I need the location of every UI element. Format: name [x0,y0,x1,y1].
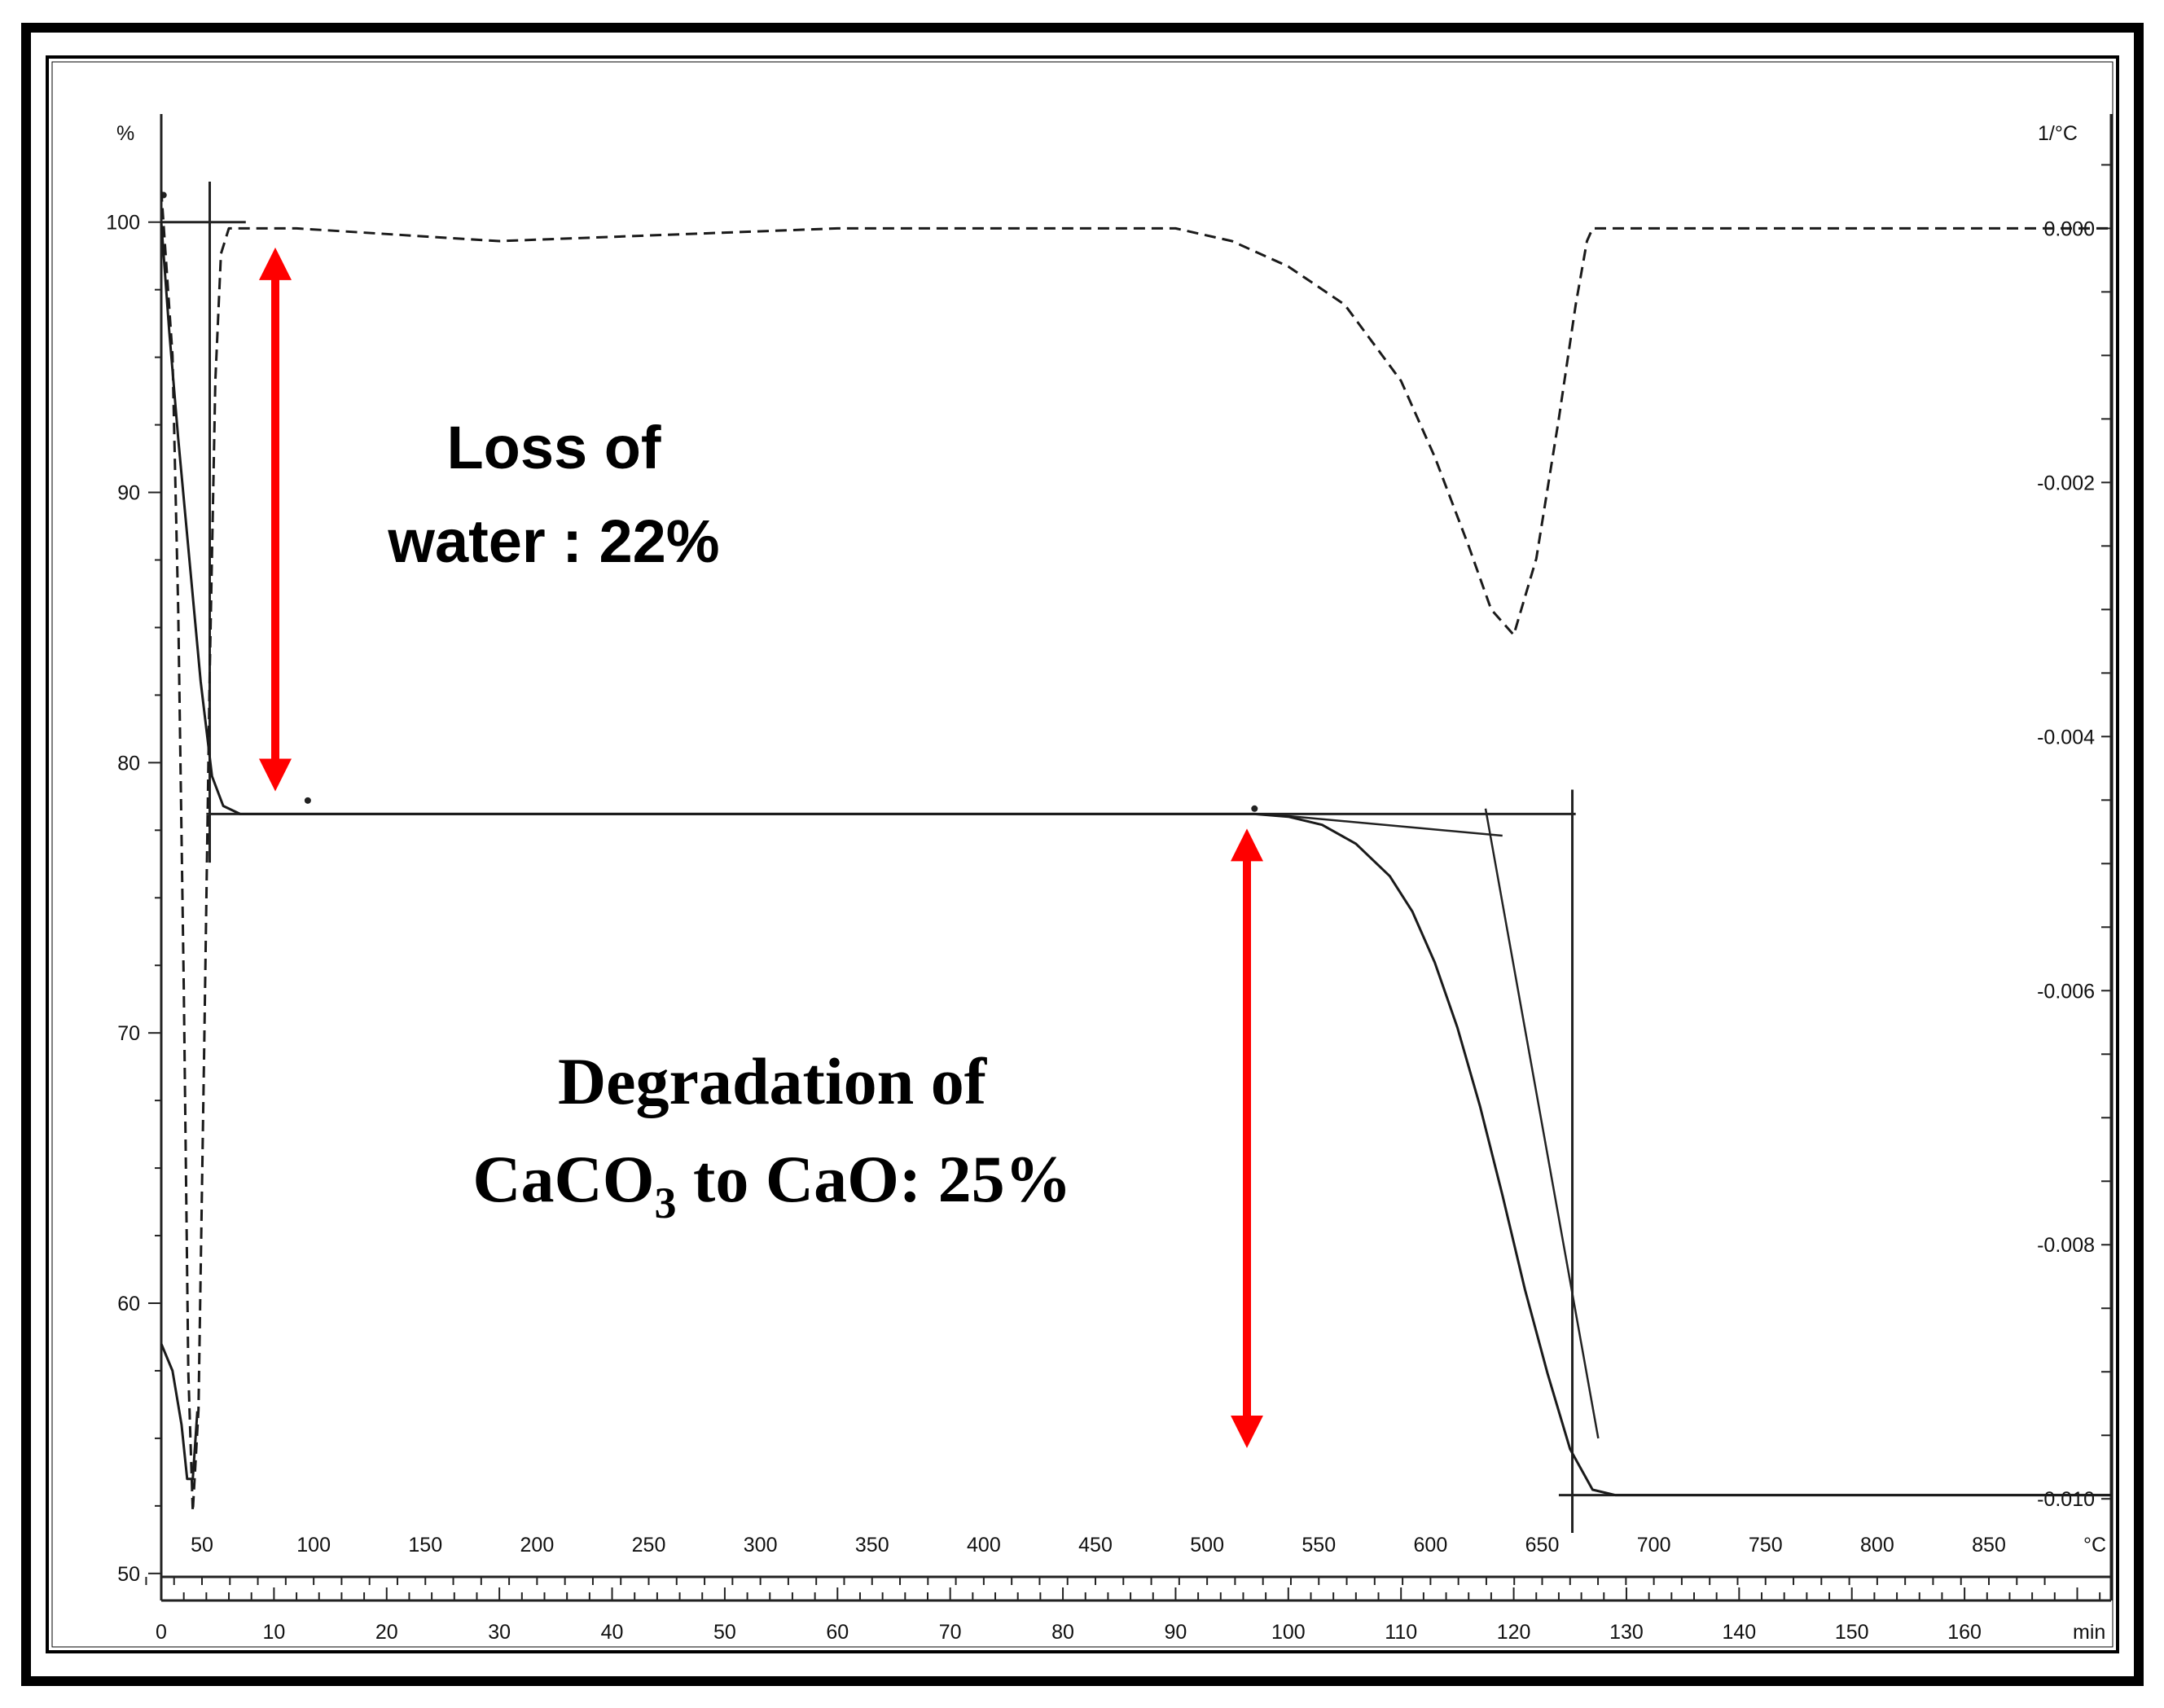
series-dtg-1-c- [160,190,2111,1513]
time-tick-label: 140 [1722,1621,1756,1644]
y-right-tick-label: -0.006 [2037,980,2095,1003]
marker-dot [304,797,311,804]
time-tick-label: 100 [1271,1621,1306,1644]
y-left-tick-label: 60 [117,1293,140,1315]
caco3-prefix: CaCO [472,1142,654,1216]
plateau-tangent [1266,813,1503,837]
water-annotation-line1: Loss of [446,414,661,481]
temp-tick-label: 700 [1637,1534,1671,1557]
inner-frame [46,55,2119,1653]
temp-tick-label: 450 [1078,1534,1113,1557]
series-layer [160,190,2111,1513]
ticks-layer: 0 10 20 30 40 50 60 70 80 90 100 110 120 130 140 150 160… [106,164,2111,1644]
time-tick-label: 10 [262,1621,285,1644]
y-right-tick-label: -0.010 [2037,1488,2095,1511]
time-tick-label: 90 [1165,1621,1187,1644]
time-tick-label: 60 [826,1621,849,1644]
temp-tick-label: 300 [744,1534,778,1557]
time-tick-label: 150 [1835,1621,1869,1644]
x-temp-unit: °C [2083,1534,2106,1557]
inner-frame-2 [51,61,2114,1648]
temp-tick-label: 50 [191,1534,213,1557]
time-tick-label: 160 [1947,1621,1982,1644]
temp-tick-label: 100 [296,1534,331,1557]
temp-tick-label: 800 [1860,1534,1894,1557]
time-tick-label: 130 [1609,1621,1644,1644]
temp-tick-label: 550 [1301,1534,1336,1557]
temp-tick-label: 750 [1749,1534,1783,1557]
y-left-tick-label: 80 [117,752,140,775]
temp-tick-label: 600 [1414,1534,1448,1557]
temp-tick-label: 400 [967,1534,1001,1557]
series-derivative-trace-left-low- [160,1343,199,1481]
temp-tick-label: 650 [1525,1534,1560,1557]
y-left-tick-label: 90 [117,482,140,505]
marker-dot [1251,805,1258,812]
temp-tick-label: 850 [1972,1534,2006,1557]
y-right-tick-label: -0.004 [2037,726,2095,749]
annotation-layer: Loss of water : 22% Degradation of CaCO3… [259,247,1263,1448]
y-left-unit: % [116,122,134,145]
temp-tick-label: 250 [632,1534,666,1557]
time-tick-label: 40 [601,1621,624,1644]
inflection-tangent [1484,808,1600,1439]
caco3-suffix: to CaO: 25% [677,1142,1072,1216]
construction-lines [160,181,2111,1534]
y-left-tick-label: 50 [117,1563,140,1586]
y-left-tick-label: 100 [106,212,140,235]
time-tick-label: 30 [488,1621,511,1644]
y-right-unit: 1/°C [2038,122,2078,145]
x-time-unit: min [2073,1621,2105,1644]
y-right-tick-label: -0.008 [2037,1234,2095,1257]
time-tick-label: 80 [1051,1621,1074,1644]
y-right-tick-label: -0.002 [2037,472,2095,494]
time-tick-label: 0 [156,1621,167,1644]
outer-frame [21,23,2144,1686]
y-left-tick-label: 70 [117,1022,140,1045]
time-tick-label: 70 [939,1621,962,1644]
temp-tick-label: 200 [520,1534,555,1557]
time-tick-label: 20 [375,1621,398,1644]
time-tick-label: 110 [1385,1621,1417,1644]
temp-tick-label: 350 [855,1534,889,1557]
temp-tick-label: 500 [1190,1534,1224,1557]
water-annotation-line2: water : 22% [387,507,719,575]
caco3-annotation-line2: CaCO3 to CaO: 25% [472,1142,1071,1227]
caco3-subscript: 3 [655,1179,677,1227]
time-tick-label: 50 [713,1621,736,1644]
time-tick-label: 120 [1497,1621,1531,1644]
temp-tick-label: 150 [408,1534,442,1557]
caco3-annotation-line1: Degradation of [558,1044,988,1118]
